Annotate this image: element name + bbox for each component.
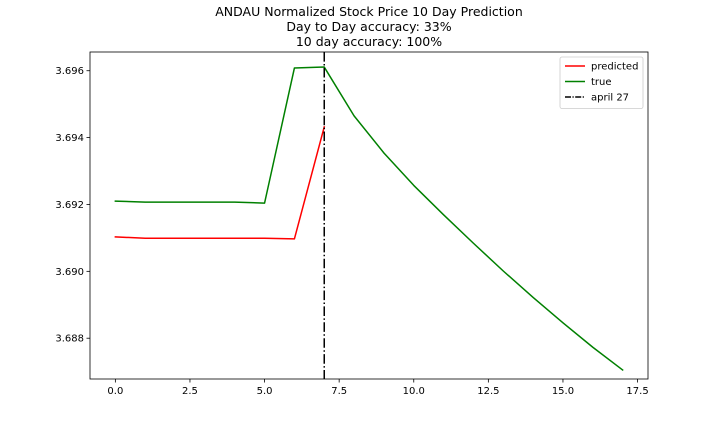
- legend-label: predicted: [591, 62, 638, 73]
- chart-subtitle-ten-day-accuracy: 10 day accuracy: 100%: [296, 34, 442, 49]
- x-tick-label: 2.5: [182, 386, 198, 397]
- legend-box: [559, 56, 644, 109]
- plot-area: [114, 52, 624, 379]
- x-tick-label: 10.0: [403, 386, 425, 397]
- x-tick-label: 17.5: [626, 386, 648, 397]
- series-line-true: [114, 66, 624, 372]
- y-tick-label: 3.696: [55, 66, 84, 77]
- x-tick-label: 15.0: [552, 386, 574, 397]
- legend-label: true: [591, 77, 612, 88]
- series-group: [114, 52, 624, 379]
- chart-title: ANDAU Normalized Stock Price 10 Day Pred…: [215, 4, 523, 19]
- chart-subtitle-day-accuracy: Day to Day accuracy: 33%: [286, 19, 451, 34]
- x-tick-label: 0.0: [107, 386, 123, 397]
- y-tick-label: 3.690: [55, 267, 84, 278]
- x-tick-label: 7.5: [331, 386, 347, 397]
- y-tick-label: 3.692: [55, 200, 84, 211]
- x-tick-label: 5.0: [257, 386, 273, 397]
- legend: predicted true april 27: [559, 56, 644, 109]
- legend-label: april 27: [591, 93, 629, 104]
- series-line-predicted: [114, 125, 326, 240]
- x-tick-label: 12.5: [477, 386, 499, 397]
- axes: 0.0 2.5 5.0 7.5 10.0 12.5 15.0 17.5 3.688 3.690 3.…: [55, 51, 649, 397]
- axes-frame: [89, 51, 649, 380]
- y-tick-label: 3.694: [55, 133, 84, 144]
- y-tick-label: 3.688: [55, 334, 84, 345]
